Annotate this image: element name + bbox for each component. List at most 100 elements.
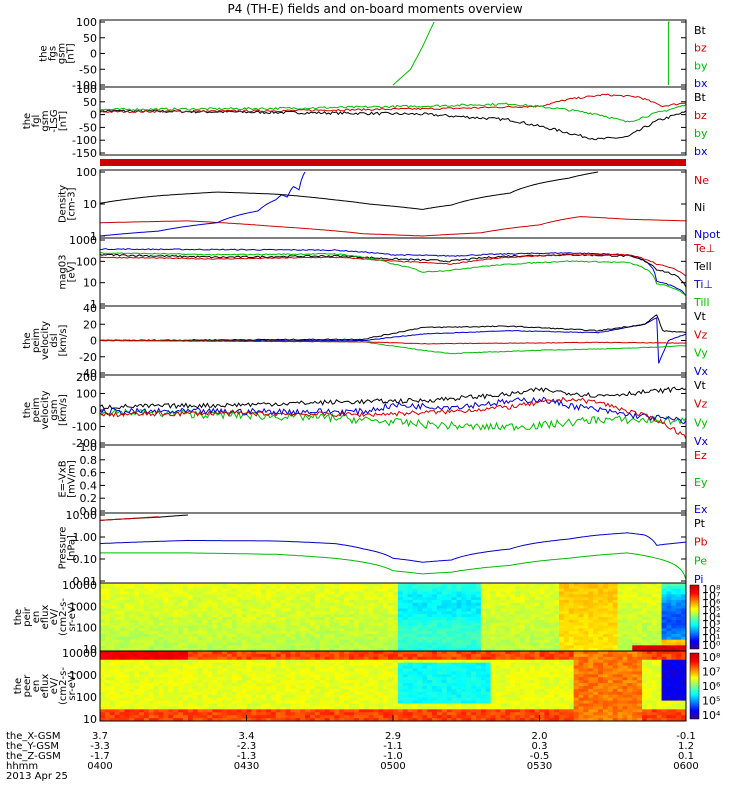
spectro-cell [353, 602, 360, 607]
spectro-cell [143, 585, 150, 590]
spectro-cell [246, 591, 252, 595]
spectro-cell [578, 648, 585, 651]
spectro-cell [217, 697, 223, 702]
spectro-cell [397, 651, 404, 655]
spectro-cell [139, 600, 145, 604]
spectro-cell [295, 645, 301, 649]
spectro-cell [173, 617, 179, 621]
spectro-cell [358, 588, 365, 593]
spectro-cell [578, 645, 585, 649]
spectro-cell [480, 602, 487, 607]
spectro-cell [563, 597, 570, 601]
spectro-cell [485, 585, 492, 590]
spectro-cell [646, 619, 653, 624]
spectro-cell [402, 718, 409, 721]
spectro-cell [319, 614, 326, 618]
spectro-cell [476, 585, 482, 590]
spectro-cell [515, 597, 521, 601]
spectro-cell [407, 645, 414, 649]
spectro-cell [363, 622, 370, 627]
spectro-cell [246, 656, 252, 661]
spectro-cell [100, 686, 106, 690]
series-Pi [100, 532, 686, 563]
spectro-cell [197, 625, 204, 629]
spectro-cell [427, 583, 433, 587]
spectro-cell [217, 619, 223, 624]
spectro-cell [427, 683, 433, 687]
spectro-cell [412, 597, 419, 601]
spectro-cell [148, 656, 155, 661]
spectro-cell [266, 614, 272, 618]
spectro-cell [241, 683, 248, 687]
spectro-cell [617, 622, 624, 627]
spectro-cell [461, 631, 467, 635]
series-bz [100, 93, 686, 114]
spectro-cell [139, 668, 145, 673]
spectro-cell [607, 631, 614, 635]
spectro-cell [168, 659, 174, 664]
spectro-cell [324, 614, 331, 618]
spectro-cell [114, 628, 121, 632]
spectro-cell [676, 622, 682, 627]
spectro-cell [446, 591, 453, 595]
spectro-cell [529, 600, 536, 604]
spectro-cell [275, 656, 282, 661]
spectro-cell [583, 648, 589, 651]
spectro-cell [607, 628, 614, 632]
spectro-cell [139, 591, 145, 595]
spectro-cell [646, 645, 653, 649]
spectro-cell [651, 625, 658, 629]
spectro-cell [202, 631, 209, 635]
spectro-cell [134, 642, 140, 646]
spectro-cell [163, 718, 169, 721]
spectro-cell [427, 709, 433, 713]
spectro-cell [622, 617, 628, 621]
spectro-cell [261, 656, 267, 661]
spectro-cell [261, 639, 267, 644]
spectro-cell [148, 628, 155, 632]
spectro-cell [397, 700, 404, 705]
spectro-cell [202, 706, 209, 710]
spectro-cell [241, 656, 248, 661]
spectro-cell [480, 583, 487, 587]
spectro-cell [344, 691, 350, 696]
spectro-cell [446, 671, 453, 675]
spectro-cell [314, 588, 321, 593]
spectro-cell [148, 602, 155, 607]
spectro-cell [407, 703, 414, 708]
spectro-cell [261, 662, 267, 667]
spectro-cell [309, 634, 316, 638]
spectro-cell [651, 605, 658, 610]
spectro-cell [598, 597, 604, 601]
spectro-cell [305, 683, 311, 687]
spectro-cell [104, 636, 111, 641]
spectro-cell [187, 659, 194, 664]
spectro-cell [314, 665, 321, 670]
spectro-cell [217, 706, 223, 710]
spectro-cell [446, 694, 453, 699]
spectro-cell [344, 694, 350, 699]
spectro-cell [100, 662, 106, 667]
spectro-cell [637, 631, 643, 635]
spectro-cell [114, 634, 121, 638]
spectro-cell [676, 642, 682, 646]
spectro-cell [534, 605, 541, 610]
spectro-cell [124, 709, 130, 713]
spectro-cell [129, 597, 135, 601]
spectro-cell [139, 694, 145, 699]
spectro-cell [446, 686, 453, 690]
spectro-cell [676, 625, 682, 629]
spectro-cell [632, 622, 638, 627]
spectro-cell [290, 588, 296, 593]
spectro-cell [100, 665, 106, 670]
series-Pb [100, 516, 159, 521]
spectro-cell [212, 602, 218, 607]
spectro-cell [602, 614, 609, 618]
spectro-cell [197, 645, 204, 649]
spectro-cell [266, 686, 272, 690]
spectro-cell [622, 608, 628, 612]
panel-frame [99, 237, 687, 307]
spectro-cell [422, 653, 428, 658]
spectro-cell [129, 605, 135, 610]
